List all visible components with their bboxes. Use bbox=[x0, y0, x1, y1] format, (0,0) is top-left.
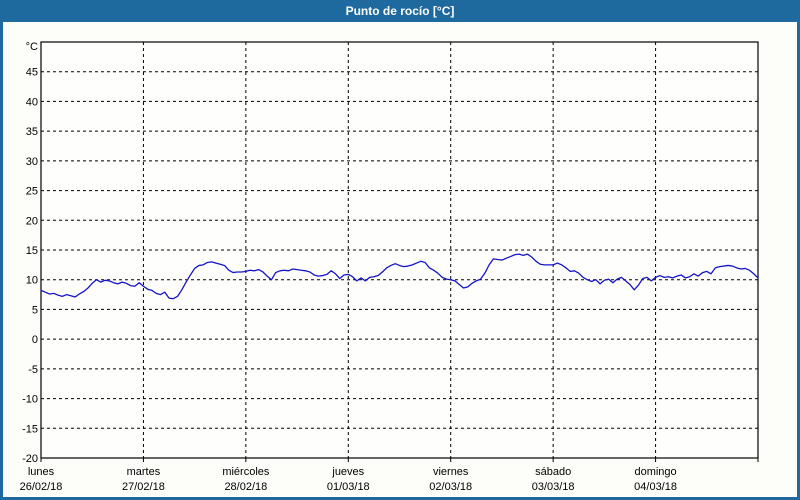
day-date-label: 26/02/18 bbox=[20, 481, 63, 493]
day-name-label: lunes bbox=[28, 466, 55, 478]
day-date-label: 02/03/18 bbox=[429, 481, 472, 493]
day-name-label: miércoles bbox=[222, 466, 270, 478]
day-name-label: jueves bbox=[331, 466, 364, 478]
y-tick-label: 40 bbox=[26, 96, 38, 108]
y-tick-label: -20 bbox=[22, 453, 38, 465]
y-tick-label: 45 bbox=[26, 67, 38, 79]
chart-content-area: °C 45 40 35 30 25 20 15 10 5 0 -5 -10 -15 -20 lunes 26/0… bbox=[3, 22, 797, 497]
day-date-label: 27/02/18 bbox=[122, 481, 165, 493]
y-tick-label: -5 bbox=[28, 364, 38, 376]
y-tick-label: 25 bbox=[26, 186, 38, 198]
plot-frame bbox=[40, 41, 759, 459]
chart-titlebar: Punto de rocío [°C] bbox=[0, 0, 800, 22]
y-axis-unit-label: °C bbox=[26, 41, 38, 53]
y-tick-label: 5 bbox=[32, 304, 38, 316]
y-tick-label: 15 bbox=[26, 245, 38, 257]
y-tick-label: 0 bbox=[32, 334, 38, 346]
day-name-label: domingo bbox=[634, 466, 676, 478]
y-tick-label: -10 bbox=[22, 394, 38, 406]
day-date-label: 28/02/18 bbox=[224, 481, 267, 493]
y-tick-label: 30 bbox=[26, 156, 38, 168]
day-date-label: 03/03/18 bbox=[532, 481, 575, 493]
day-date-label: 01/03/18 bbox=[327, 481, 370, 493]
day-date-label: 04/03/18 bbox=[634, 481, 677, 493]
day-name-label: sábado bbox=[535, 466, 571, 478]
day-name-label: martes bbox=[127, 466, 161, 478]
y-tick-label: 20 bbox=[26, 215, 38, 227]
day-name-label: viernes bbox=[433, 466, 469, 478]
plot-background bbox=[41, 42, 758, 458]
y-tick-label: 10 bbox=[26, 275, 38, 287]
y-tick-label: -15 bbox=[22, 423, 38, 435]
y-tick-label: 35 bbox=[26, 126, 38, 138]
chart-title: Punto de rocío [°C] bbox=[345, 4, 455, 18]
dew-point-series-line bbox=[40, 253, 759, 300]
